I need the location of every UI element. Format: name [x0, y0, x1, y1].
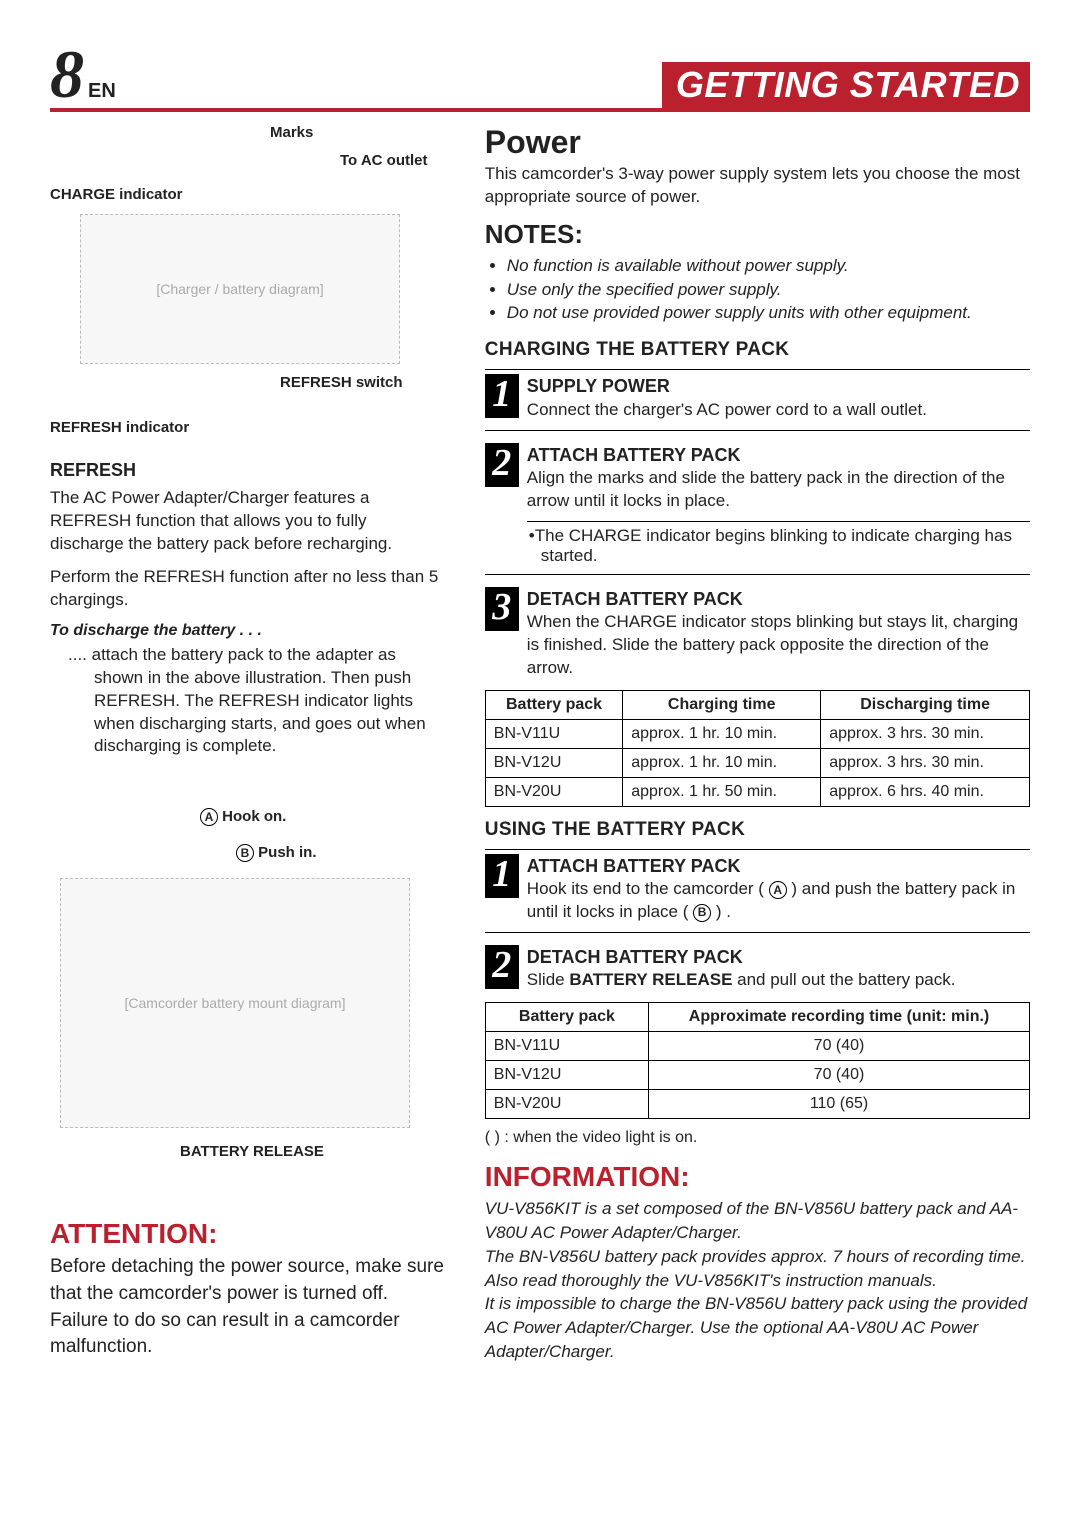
- step-number: 1: [485, 374, 519, 418]
- power-intro: This camcorder's 3-way power supply syst…: [485, 163, 1030, 209]
- label-push-in: B Push in.: [236, 844, 317, 862]
- page-header: 8 EN GETTING STARTED: [50, 40, 1030, 112]
- page-number: 8: [50, 40, 84, 108]
- diagram-camcorder: A Hook on. B Push in. [Camcorder battery…: [50, 808, 445, 1178]
- refresh-para1: The AC Power Adapter/Charger features a …: [50, 487, 445, 556]
- step-body-text: Align the marks and slide the battery pa…: [527, 467, 1030, 513]
- td: approx. 3 hrs. 30 min.: [821, 719, 1030, 748]
- step-title: ATTACH BATTERY PACK: [527, 443, 1030, 467]
- th: Discharging time: [821, 690, 1030, 719]
- charging-table: Battery pack Charging time Discharging t…: [485, 690, 1030, 807]
- label-refresh-indicator: REFRESH indicator: [50, 419, 189, 436]
- td: BN-V12U: [485, 748, 622, 777]
- table2-footnote: ( ) : when the video light is on.: [485, 1129, 1030, 1147]
- discharge-heading: To discharge the battery . . .: [50, 622, 445, 640]
- discharge-body: .... attach the battery pack to the adap…: [50, 644, 445, 759]
- step-title: SUPPLY POWER: [527, 374, 927, 398]
- step-title: DETACH BATTERY PACK: [527, 587, 1030, 611]
- page-lang: EN: [88, 80, 116, 103]
- marker-b-icon: B: [236, 844, 254, 862]
- td: BN-V11U: [485, 1032, 648, 1061]
- note-item: No function is available without power s…: [507, 254, 1030, 278]
- td: 110 (65): [649, 1090, 1030, 1119]
- step-number: 2: [485, 443, 519, 487]
- marker-a-icon: A: [200, 808, 218, 826]
- label-hook-on: A Hook on.: [200, 808, 286, 826]
- th: Battery pack: [485, 690, 622, 719]
- label-battery-release: BATTERY RELEASE: [180, 1143, 324, 1160]
- page-title: GETTING STARTED: [662, 62, 1030, 108]
- label-marks: Marks: [270, 124, 313, 141]
- td: BN-V20U: [485, 777, 622, 806]
- heading-using: USING THE BATTERY PACK: [485, 819, 1030, 841]
- heading-charging: CHARGING THE BATTERY PACK: [485, 339, 1030, 361]
- td: 70 (40): [649, 1061, 1030, 1090]
- refresh-para2: Perform the REFRESH function after no le…: [50, 566, 445, 612]
- table-row: BN-V11U approx. 1 hr. 10 min. approx. 3 …: [485, 719, 1029, 748]
- th: Approximate recording time (unit: min.): [649, 1003, 1030, 1032]
- step-body-text: Hook its end to the camcorder ( A ) and …: [527, 878, 1030, 924]
- diagram2-image-placeholder: [Camcorder battery mount diagram]: [60, 878, 410, 1128]
- td: BN-V12U: [485, 1061, 648, 1090]
- th: Battery pack: [485, 1003, 648, 1032]
- heading-attention: ATTENTION:: [50, 1218, 445, 1250]
- table-row: BN-V12U approx. 1 hr. 10 min. approx. 3 …: [485, 748, 1029, 777]
- table-row: BN-V20U approx. 1 hr. 50 min. approx. 6 …: [485, 777, 1029, 806]
- notes-list: No function is available without power s…: [485, 254, 1030, 325]
- step-row: 1 SUPPLY POWER Connect the charger's AC …: [485, 369, 1030, 421]
- th: Charging time: [623, 690, 821, 719]
- diagram-charger: Marks To AC outlet CHARGE indicator REFR…: [50, 124, 445, 454]
- information-para3: It is impossible to charge the BN-V856U …: [485, 1292, 1030, 1363]
- label-hook-on-text: Hook on.: [222, 808, 286, 825]
- step-row: 3 DETACH BATTERY PACK When the CHARGE in…: [485, 583, 1030, 680]
- label-to-ac-outlet: To AC outlet: [340, 152, 427, 169]
- step-number: 3: [485, 587, 519, 631]
- step-body-text: Connect the charger's AC power cord to a…: [527, 399, 927, 422]
- step-row: 2 ATTACH BATTERY PACK Align the marks an…: [485, 439, 1030, 513]
- step-body-text: When the CHARGE indicator stops blinking…: [527, 611, 1030, 680]
- td: approx. 1 hr. 10 min.: [623, 748, 821, 777]
- diagram-image-placeholder: [Charger / battery diagram]: [80, 214, 400, 364]
- step-number: 2: [485, 945, 519, 989]
- table-row: BN-V11U 70 (40): [485, 1032, 1029, 1061]
- information-para1: VU-V856KIT is a set composed of the BN-V…: [485, 1197, 1030, 1245]
- marker-b-icon: B: [693, 904, 711, 922]
- attention-body: Before detaching the power source, make …: [50, 1254, 445, 1360]
- heading-power: Power: [485, 124, 1030, 161]
- td: approx. 1 hr. 50 min.: [623, 777, 821, 806]
- table-row: BN-V12U 70 (40): [485, 1061, 1029, 1090]
- heading-information: INFORMATION:: [485, 1161, 1030, 1193]
- td: BN-V11U: [485, 719, 622, 748]
- td: approx. 3 hrs. 30 min.: [821, 748, 1030, 777]
- recording-table: Battery pack Approximate recording time …: [485, 1002, 1030, 1119]
- step-row: 1 ATTACH BATTERY PACK Hook its end to th…: [485, 849, 1030, 924]
- td: approx. 6 hrs. 40 min.: [821, 777, 1030, 806]
- note-item: Do not use provided power supply units w…: [507, 301, 1030, 325]
- td: approx. 1 hr. 10 min.: [623, 719, 821, 748]
- note-item: Use only the specified power supply.: [507, 278, 1030, 302]
- step-row: 2 DETACH BATTERY PACK Slide BATTERY RELE…: [485, 941, 1030, 992]
- td: 70 (40): [649, 1032, 1030, 1061]
- table-row: BN-V20U 110 (65): [485, 1090, 1029, 1119]
- step-title: ATTACH BATTERY PACK: [527, 854, 1030, 878]
- charging-substep: •The CHARGE indicator begins blinking to…: [527, 521, 1030, 566]
- td: BN-V20U: [485, 1090, 648, 1119]
- step-body-text: Slide BATTERY RELEASE and pull out the b…: [527, 969, 956, 992]
- marker-a-icon: A: [769, 881, 787, 899]
- label-charge-indicator: CHARGE indicator: [50, 186, 183, 203]
- label-push-in-text: Push in.: [258, 844, 316, 861]
- heading-notes: NOTES:: [485, 219, 1030, 250]
- step-number: 1: [485, 854, 519, 898]
- information-para2: The BN-V856U battery pack provides appro…: [485, 1245, 1030, 1293]
- label-refresh-switch: REFRESH switch: [280, 374, 403, 391]
- step-title: DETACH BATTERY PACK: [527, 945, 956, 969]
- heading-refresh: REFRESH: [50, 460, 445, 481]
